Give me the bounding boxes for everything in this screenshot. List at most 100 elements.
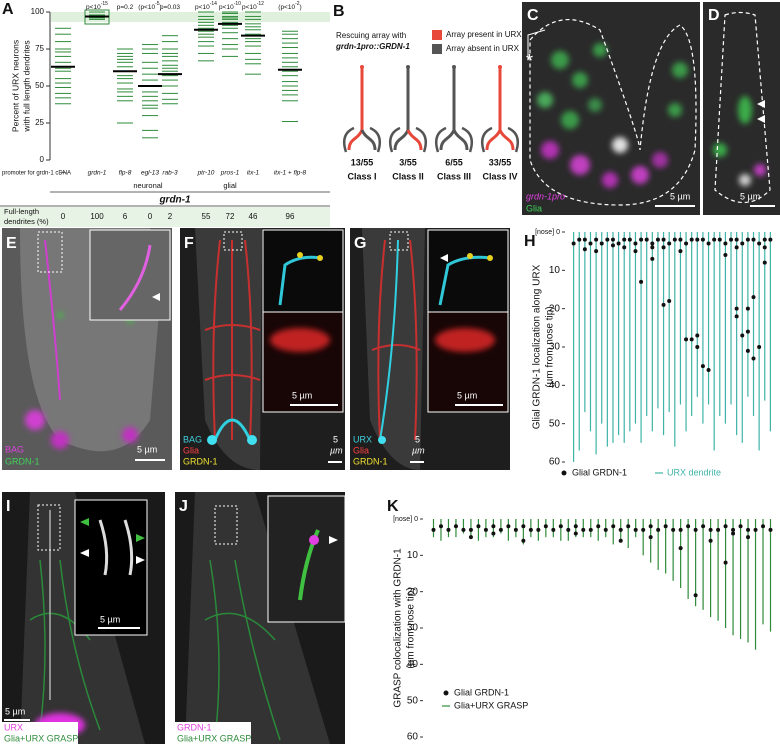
p-value-exponent: -2 — [295, 1, 300, 7]
panel-letter: D — [708, 7, 720, 24]
dot — [639, 279, 644, 284]
worm-branch-left — [485, 129, 502, 151]
x-tick-label: itx-1 — [247, 170, 260, 177]
dot — [667, 299, 672, 303]
group-label: glial — [223, 181, 237, 190]
class-label: Class II — [392, 171, 424, 181]
dot — [745, 237, 750, 242]
class-label: Class IV — [482, 171, 517, 181]
highlight-band — [51, 12, 330, 22]
dot — [431, 527, 436, 532]
legend-label: Glial GRDN-1 — [572, 467, 627, 477]
table-value: 0 — [61, 212, 66, 221]
dot — [650, 241, 655, 246]
dot — [594, 249, 599, 254]
scale-label: 5 — [333, 434, 338, 444]
dot — [738, 524, 743, 529]
worm-branch-right — [498, 129, 515, 151]
table-value: 55 — [202, 212, 211, 221]
table-value: 0 — [148, 212, 153, 221]
y-axis-label: GRASP colocalization with GRDN-1 — [393, 548, 404, 708]
dot — [498, 527, 503, 532]
dot — [648, 535, 653, 540]
dot — [717, 237, 722, 242]
y-tick-label: 50 — [35, 81, 44, 90]
panel-letter: K — [387, 498, 399, 515]
dot — [672, 237, 677, 242]
dot — [491, 524, 496, 529]
dot — [622, 237, 627, 242]
dot — [446, 527, 451, 532]
dot — [740, 333, 745, 338]
dot — [695, 333, 700, 338]
dot — [734, 314, 739, 319]
dot — [751, 356, 756, 361]
dot — [610, 237, 615, 242]
p-value: p=0.2 — [117, 4, 134, 11]
dot — [573, 524, 578, 529]
dot — [650, 256, 655, 261]
y-tick-label: 60 — [407, 732, 419, 743]
table-value: 2 — [168, 212, 173, 221]
y-tick-label: 30 — [549, 342, 561, 353]
p-value-exponent: -14 — [210, 1, 217, 7]
class-count: 3/55 — [399, 157, 417, 167]
panel-letter: I — [6, 498, 10, 515]
image-label: GRDN-1 — [5, 456, 40, 466]
panel-letter: F — [184, 235, 194, 252]
p-value-text: p<10 — [219, 4, 234, 11]
panel-letter: G — [354, 235, 366, 252]
dot — [611, 524, 616, 529]
y-tick-label: 0 — [40, 155, 45, 164]
y-tick-label: 50 — [549, 418, 561, 429]
dot — [700, 364, 705, 369]
dot — [618, 527, 623, 532]
dot — [678, 237, 683, 242]
y-tick-label: 75 — [35, 44, 44, 53]
x-tick-label: flp-8 — [119, 170, 132, 177]
dot — [740, 241, 745, 246]
y-tick-label: 60 — [549, 457, 561, 468]
worm-hook — [435, 126, 473, 153]
dot — [655, 237, 660, 242]
worm-tip — [360, 65, 364, 69]
dot — [603, 527, 608, 532]
micrograph-i: I 5 µm URX Glia+URX GRASP 5 µm — [2, 492, 165, 744]
y-tick-label: 20 — [407, 586, 419, 597]
dot — [581, 527, 586, 532]
dot — [762, 260, 767, 265]
scale-label: 5 — [415, 434, 420, 444]
y-tick-label: 50 — [407, 695, 419, 706]
worm-tip — [498, 65, 502, 69]
promoter-label: promoter for grdn-1 cDNA — [2, 171, 71, 177]
dot — [650, 245, 655, 250]
p-value-text: p<10 — [86, 4, 101, 11]
dot — [551, 527, 556, 532]
dot — [689, 237, 694, 242]
panel-letter: H — [524, 233, 536, 250]
table-value: 100 — [90, 212, 104, 221]
scale-label: 5 µm — [292, 390, 312, 400]
dot — [622, 245, 627, 250]
dot — [678, 546, 683, 551]
worm-branch-right — [452, 129, 469, 151]
legend-label: URX dendrite — [667, 467, 721, 477]
dot — [731, 531, 736, 536]
dot — [558, 524, 563, 529]
scale-label: 5 µm — [457, 390, 477, 400]
p-value: (p<10-2) — [278, 1, 301, 10]
gene-label: grdn-1 — [158, 195, 191, 206]
y-tick-label: 10 — [407, 550, 419, 561]
image-label: Glia — [353, 445, 369, 455]
dot — [468, 527, 473, 532]
y-axis-label: Percent of URX neurons — [10, 40, 20, 132]
image-label: Glia — [526, 203, 542, 213]
p-value: p<10-12 — [242, 1, 264, 10]
p-value-exponent: -15 — [101, 1, 108, 7]
y-axis-label: (µm from nose tip) — [406, 587, 417, 668]
dot — [588, 527, 593, 532]
image-label: grdn-1pro — [526, 191, 565, 201]
y-tick-label: [nose] 0 — [535, 229, 560, 236]
dot — [644, 237, 649, 242]
